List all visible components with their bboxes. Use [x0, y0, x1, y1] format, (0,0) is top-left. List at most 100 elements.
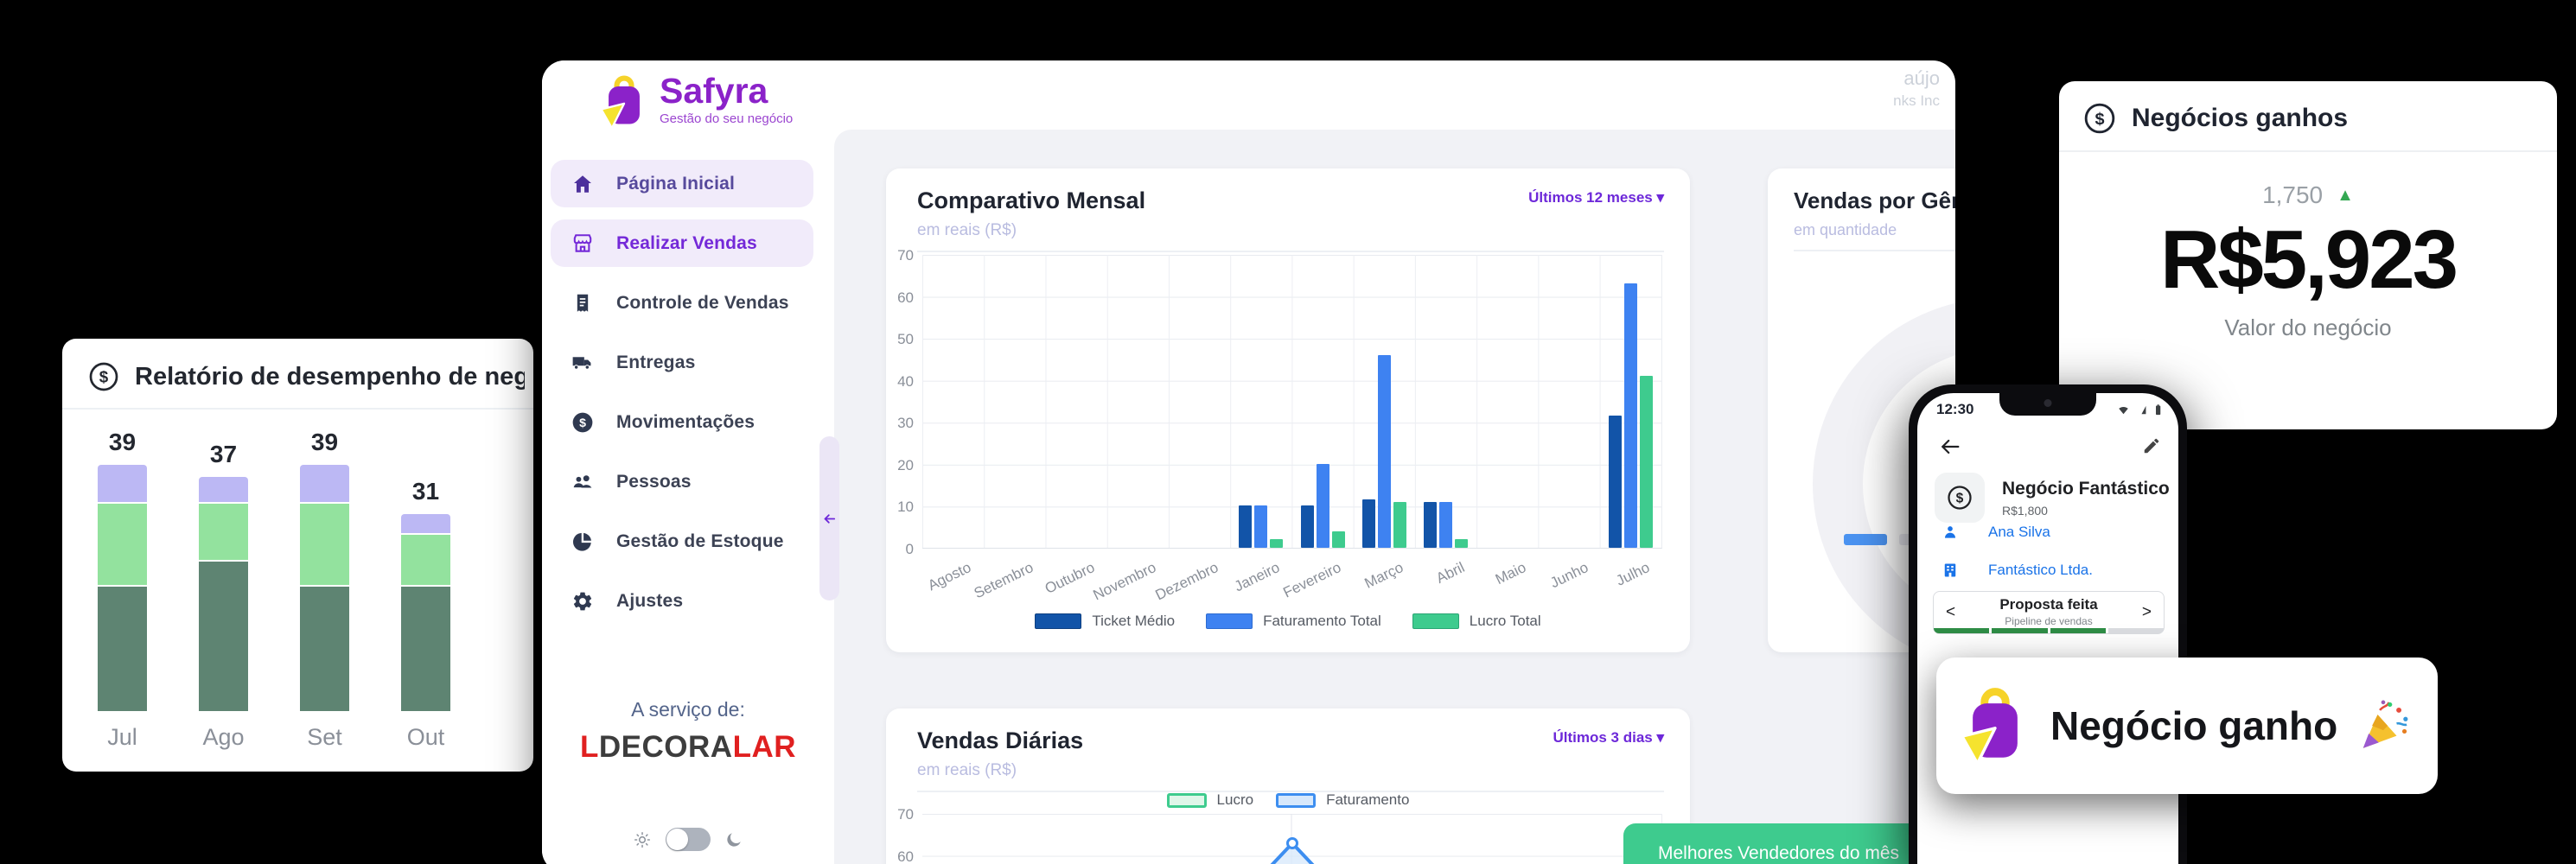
bar-lucro-total [1393, 502, 1406, 548]
sidebar-item-controle-de-vendas[interactable]: Controle de Vendas [551, 279, 813, 327]
topbar-user-company-fragment: nks Inc [1893, 92, 1940, 109]
bar-cluster [1045, 255, 1106, 548]
progress-segment-filled [1992, 628, 2048, 633]
bar-cluster [1539, 255, 1600, 548]
bar-group: 39 [300, 429, 349, 711]
bar-segment-middle-segment [199, 504, 248, 560]
bar-segment-base-segment [401, 587, 450, 711]
legend-swatch [1166, 792, 1207, 808]
daily-card-header: Vendas Diárias em reais (R$) Últimos 3 d… [886, 708, 1690, 792]
sidebar-item-label: Página Inicial [616, 173, 736, 194]
legend-item: Lucro Total [1412, 613, 1541, 630]
bag-logo-icon [599, 73, 649, 131]
bar-stack [401, 514, 450, 711]
dollar-circle-icon: $ [1947, 485, 1973, 511]
bar-stack [300, 465, 349, 711]
trend-up-icon: ▲ [2337, 185, 2354, 205]
monthly-card-header: Comparativo Mensal em reais (R$) Últimos… [886, 168, 1690, 252]
bar-lucro-total [1331, 531, 1345, 548]
legend-label: Ticket Médio [1092, 613, 1176, 629]
svg-text:$: $ [1956, 492, 1964, 506]
daily-range-selector[interactable]: Últimos 3 dias ▾ [1553, 729, 1664, 746]
edit-icon[interactable] [2142, 436, 2161, 455]
won-banner-text: Negócio ganho [2050, 703, 2338, 748]
x-axis-label: Agosto [925, 559, 974, 594]
sidebar: Safyra Gestão do seu negócio Página Inic… [542, 60, 834, 864]
people-icon [571, 471, 594, 493]
y-axis-tick: 50 [897, 331, 914, 348]
sidebar-item-label: Ajustes [616, 590, 684, 611]
bar-faturamento-total [1254, 505, 1268, 548]
stage-title: Proposta feita [1999, 596, 2098, 613]
legend-label: Lucro Total [1469, 613, 1541, 629]
divider [62, 408, 533, 410]
top-sellers-button[interactable]: Melhores Vendedores do mês [1623, 823, 1955, 864]
sidebar-collapse-handle[interactable] [819, 436, 839, 600]
bar-segment-top-segment [199, 477, 248, 502]
bar-faturamento-total [1623, 283, 1637, 548]
won-banner: Negócio ganho [1936, 658, 2438, 794]
y-axis-tick: 70 [897, 806, 914, 823]
partner-label: A serviço de: [631, 698, 745, 721]
bar-cluster [1354, 255, 1415, 548]
y-axis-tick: 60 [897, 289, 914, 306]
truck-icon [571, 352, 594, 374]
sidebar-item-p-gina-inicial[interactable]: Página Inicial [551, 160, 813, 207]
back-icon[interactable] [1938, 435, 1962, 459]
sidebar-item-ajustes[interactable]: Ajustes [551, 577, 813, 625]
bar-group: 31 [401, 478, 450, 711]
divider [2059, 150, 2557, 152]
dollar-circle-filled-icon: $ [571, 411, 594, 434]
won-deals-value: R$5,923 [2160, 213, 2458, 306]
phone-status-bar: 12:30 [1936, 401, 2165, 418]
svg-text:$: $ [2095, 110, 2104, 129]
sidebar-item-pessoas[interactable]: Pessoas [551, 458, 813, 505]
sidebar-item-entregas[interactable]: Entregas [551, 339, 813, 386]
x-axis-label: Maio [1493, 559, 1529, 588]
bar-ticket-m-dio [1608, 416, 1622, 548]
bar-group: 37 [199, 441, 248, 711]
legend-label: Faturamento Total [1263, 613, 1381, 629]
monthly-x-labels: Agosto Setembro Outubro Novembro Dezembro Jan… [922, 556, 1662, 609]
sidebar-item-label: Gestão de Estoque [616, 530, 784, 551]
monthly-legend: Ticket Médio Faturamento Total Lucro Total [886, 613, 1690, 630]
bar-category-label: Set [307, 724, 342, 750]
prev-chevron[interactable]: < [1946, 603, 1956, 621]
report-title: Relatório de desempenho de negócio [135, 362, 525, 391]
bar-total-label: 37 [209, 441, 238, 467]
next-chevron[interactable]: > [2141, 603, 2152, 621]
won-deals-count: 1,750 [2262, 181, 2324, 208]
gender-chart-subtitle: em quantidade [1794, 221, 1897, 238]
sidebar-item-realizar-vendas[interactable]: Realizar Vendas [551, 219, 813, 267]
bar-segment-base-segment [300, 587, 349, 711]
bar-cluster [922, 255, 984, 548]
sidebar-item-gest-o-de-estoque[interactable]: Gestão de Estoque [551, 518, 813, 565]
x-axis-label: Novembro [1090, 559, 1159, 604]
bar-segment-top-segment [300, 465, 349, 502]
y-axis-tick: 30 [897, 415, 914, 432]
bar-category-label: Out [406, 724, 445, 750]
bar-segment-top-segment [98, 465, 147, 502]
company-name-link[interactable]: Fantástico Ltda. [1988, 562, 2093, 578]
divider [917, 791, 1664, 792]
won-deals-value-label: Valor do negócio [2224, 314, 2392, 340]
gender-legend-swatch-blue [1844, 534, 1887, 545]
legend-item: Faturamento Total [1206, 613, 1381, 630]
bar-ticket-m-dio [1239, 505, 1253, 548]
toggle-knob [666, 829, 688, 850]
topbar-user-name-fragment: aújo [1903, 67, 1940, 89]
y-axis-tick: 0 [905, 541, 914, 557]
contact-name-link[interactable]: Ana Silva [1988, 524, 2050, 540]
won-deals-card: $ Negócios ganhos 1,750 ▲ R$5,923 Valor … [2059, 81, 2557, 429]
sidebar-item-movimenta-es[interactable]: $ Movimentações [551, 398, 813, 446]
monthly-chart-subtitle: em reais (R$) [917, 221, 1017, 239]
theme-toggle-switch[interactable] [666, 828, 711, 851]
faturamento-area-series [1270, 837, 1315, 864]
report-card: $ Relatório de desempenho de negócio 39 J… [62, 339, 533, 772]
sidebar-item-label: Entregas [616, 352, 696, 372]
progress-segment-empty [2107, 628, 2164, 633]
svg-text:$: $ [99, 368, 109, 386]
gear-icon [571, 590, 594, 613]
monthly-range-selector[interactable]: Últimos 12 meses ▾ [1528, 189, 1664, 206]
